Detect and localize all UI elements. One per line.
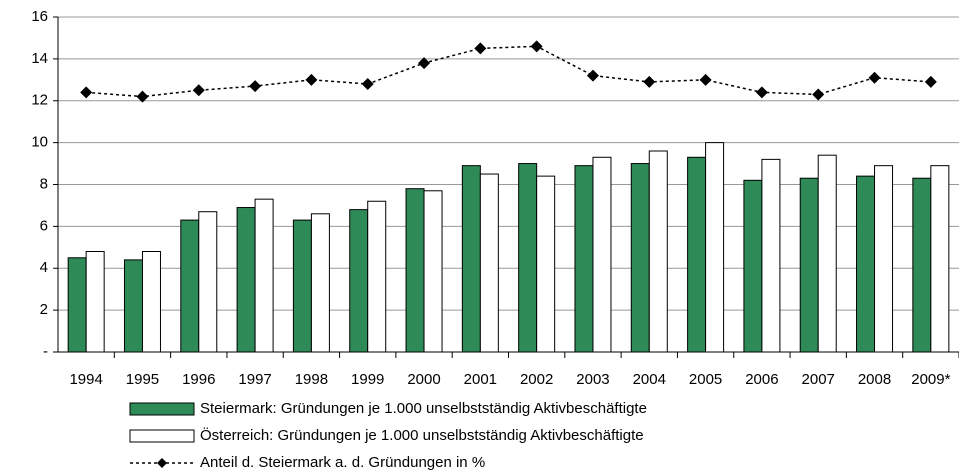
bar [85, 251, 105, 353]
bar [705, 142, 725, 353]
y-tick-label: 14 [31, 50, 48, 67]
bar [141, 251, 161, 353]
marker [812, 88, 825, 101]
y-tick-label: 10 [31, 134, 48, 151]
bar [856, 175, 876, 353]
bar [912, 177, 932, 353]
y-tick-label: - [43, 343, 48, 360]
x-tick-label: 2001 [464, 371, 497, 388]
marker [586, 69, 599, 82]
legend-swatch [129, 402, 195, 416]
bar [574, 165, 594, 353]
x-tick-label: 2007 [802, 371, 835, 388]
marker [136, 90, 149, 103]
line [86, 45, 931, 98]
bar [874, 165, 894, 353]
x-tick-label: 2005 [689, 371, 722, 388]
bar [180, 219, 200, 353]
bar [198, 211, 218, 353]
bar [687, 156, 707, 353]
legend-swatch [129, 429, 195, 443]
x-tick-label: 1999 [351, 371, 384, 388]
bar [743, 179, 763, 353]
marker [80, 86, 93, 99]
legend-marker [157, 458, 167, 468]
x-tick-label: 1998 [295, 371, 328, 388]
legend-label: Österreich: Gründungen je 1.000 unselbst… [200, 426, 644, 444]
x-tick-label: 2003 [576, 371, 609, 388]
bar [479, 173, 499, 353]
x-tick-label: 2004 [633, 371, 666, 388]
legend-label: Anteil d. Steiermark a. d. Gründungen in… [200, 454, 485, 471]
marker [474, 42, 487, 55]
bar [592, 156, 612, 353]
marker [192, 84, 205, 97]
bar [630, 163, 650, 353]
x-tick-label: 1996 [182, 371, 215, 388]
bar [310, 213, 330, 353]
bar [349, 209, 369, 353]
x-tick-label: 1997 [238, 371, 271, 388]
x-tick-label: 2008 [858, 371, 891, 388]
x-tick-label: 2002 [520, 371, 553, 388]
bar [930, 165, 950, 353]
y-tick-label: 12 [31, 92, 48, 109]
bar [292, 219, 312, 353]
y-tick-label: 4 [40, 259, 48, 276]
y-tick-label: 16 [31, 8, 48, 25]
legend-label: Steiermark: Gründungen je 1.000 unselbst… [200, 400, 647, 417]
marker [305, 73, 318, 86]
bar [817, 154, 837, 353]
bar [761, 158, 781, 353]
bar [123, 259, 143, 353]
x-tick-label: 1994 [69, 371, 102, 388]
marker [924, 75, 937, 88]
bar [67, 257, 87, 353]
marker [249, 80, 262, 93]
marker [868, 71, 881, 84]
marker [755, 86, 768, 99]
marker [361, 78, 374, 90]
marker [530, 40, 543, 53]
bar [254, 198, 274, 353]
y-tick-label: 6 [40, 217, 48, 234]
marker [418, 57, 431, 70]
x-tick-label: 2009* [911, 371, 950, 388]
x-tick-label: 1995 [126, 371, 159, 388]
bar [236, 207, 256, 353]
bar [367, 200, 387, 353]
bar [461, 165, 481, 353]
bar [405, 188, 425, 353]
x-tick-label: 2000 [407, 371, 440, 388]
bar [518, 163, 538, 353]
marker [643, 75, 656, 88]
bar [648, 150, 668, 353]
x-tick-label: 2006 [745, 371, 778, 388]
y-tick-label: 8 [40, 175, 48, 192]
y-tick-label: 2 [40, 301, 48, 318]
bar [423, 190, 443, 353]
bar [799, 177, 819, 353]
bar [536, 175, 556, 353]
marker [699, 73, 712, 86]
